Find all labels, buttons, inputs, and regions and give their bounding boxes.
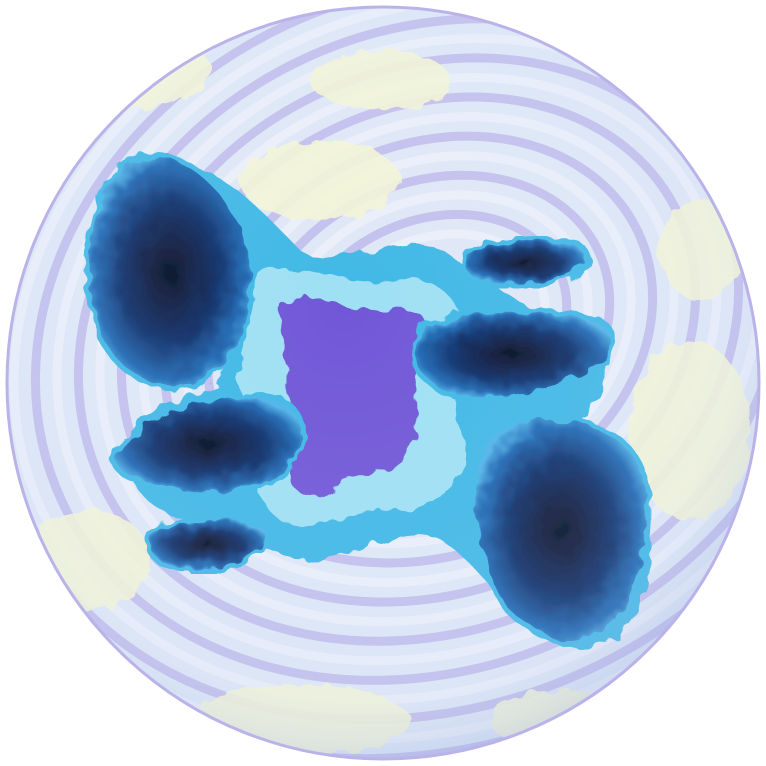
sphere-rim (5, 5, 761, 761)
sphere-shading (7, 7, 759, 759)
